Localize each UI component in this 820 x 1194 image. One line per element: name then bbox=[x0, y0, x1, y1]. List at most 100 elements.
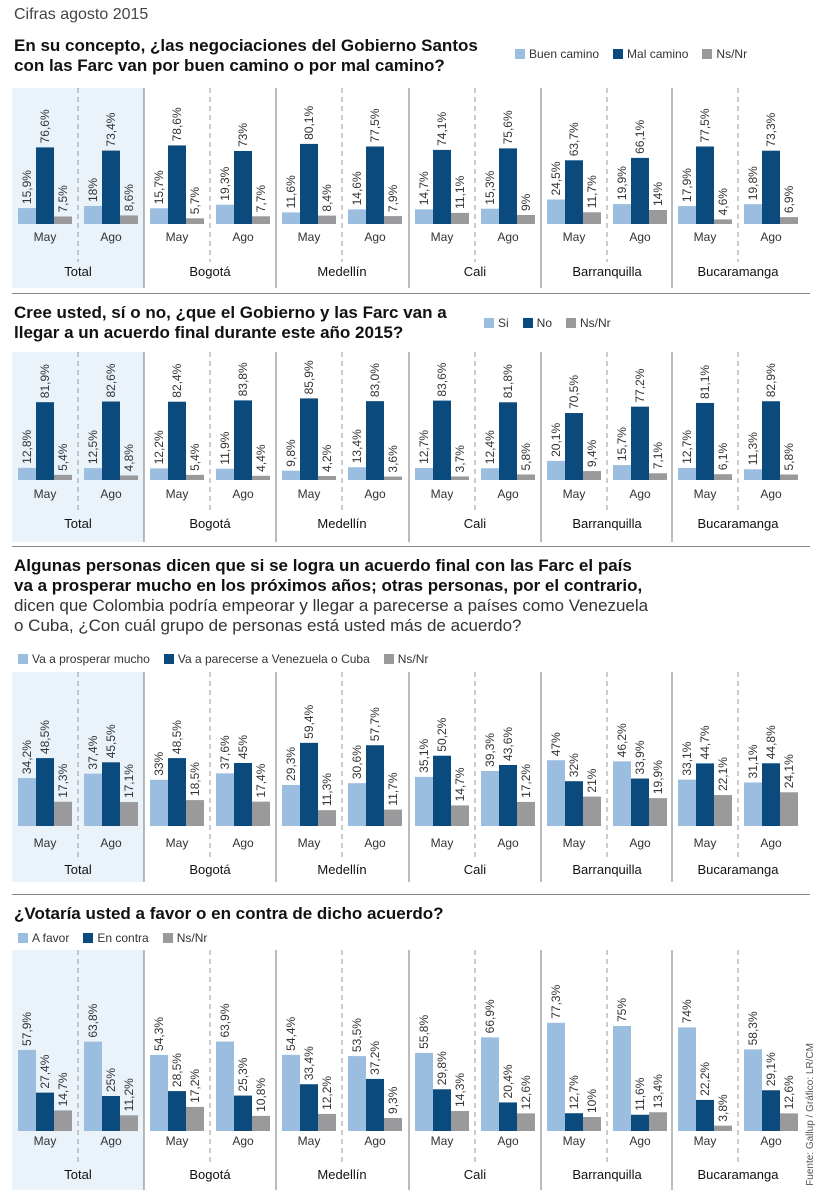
period-label: Ago bbox=[760, 836, 782, 850]
data-label: 48,5% bbox=[170, 720, 184, 754]
data-label: 5,4% bbox=[56, 443, 70, 471]
data-label: 81,8% bbox=[501, 364, 515, 398]
data-label: 24,1% bbox=[782, 754, 796, 788]
data-label: 33,4% bbox=[302, 1046, 316, 1080]
bar-Cali-Ago-s1 bbox=[499, 148, 517, 224]
data-label: 30,6% bbox=[350, 745, 364, 779]
bar-Bucaramanga-May-s1 bbox=[696, 1099, 714, 1131]
data-label: 12,2% bbox=[320, 1076, 334, 1110]
data-label: 77,2% bbox=[633, 368, 647, 402]
bar-Cali-May-s0 bbox=[415, 209, 433, 224]
data-label: 8,6% bbox=[122, 184, 136, 212]
city-label: Cali bbox=[464, 862, 487, 877]
city-label: Bogotá bbox=[189, 516, 231, 531]
data-label: 19,3% bbox=[218, 166, 232, 200]
bar-Cali-May-s1 bbox=[433, 1089, 451, 1131]
city-label: Bucaramanga bbox=[698, 1167, 780, 1182]
bar-Medellín-May-s1 bbox=[300, 1084, 318, 1131]
data-label: 5,8% bbox=[519, 443, 533, 471]
data-label: 14,3% bbox=[453, 1073, 467, 1107]
bar-Bucaramanga-Ago-s0 bbox=[744, 469, 762, 480]
data-label: 22,2% bbox=[698, 1062, 712, 1096]
period-label: May bbox=[166, 1134, 189, 1148]
bar-Bucaramanga-May-s0 bbox=[678, 467, 696, 480]
bar-Bogotá-May-s0 bbox=[150, 779, 168, 826]
period-label: Ago bbox=[232, 1134, 254, 1148]
data-label: 33,9% bbox=[633, 740, 647, 774]
bar-Bogotá-May-s2 bbox=[186, 218, 204, 224]
data-label: 29,3% bbox=[284, 747, 298, 781]
bar-Barranquilla-Ago-s2 bbox=[649, 473, 667, 480]
bar-Total-Ago-s1 bbox=[102, 150, 120, 224]
bar-Cali-Ago-s2 bbox=[517, 474, 535, 480]
bar-Medellín-Ago-s0 bbox=[348, 1056, 366, 1131]
bar-Barranquilla-May-s2 bbox=[583, 212, 601, 224]
data-label: 8,4% bbox=[320, 184, 334, 212]
bar-Medellín-Ago-s0 bbox=[348, 467, 366, 480]
city-label: Barranquilla bbox=[572, 862, 642, 877]
bar-Total-May-s2 bbox=[54, 216, 72, 224]
data-label: 50,2% bbox=[435, 717, 449, 751]
period-label: Ago bbox=[364, 230, 386, 244]
legend-swatch-dark bbox=[522, 318, 533, 328]
bar-Bucaramanga-May-s1 bbox=[696, 763, 714, 826]
data-label: 31,1% bbox=[746, 744, 760, 778]
city-label: Bogotá bbox=[189, 862, 231, 877]
data-label: 58,3% bbox=[746, 1011, 760, 1045]
data-label: 33% bbox=[152, 751, 166, 775]
data-label: 73,4% bbox=[104, 112, 118, 146]
period-label: Ago bbox=[760, 230, 782, 244]
city-label: Barranquilla bbox=[572, 1167, 642, 1182]
data-label: 14,7% bbox=[417, 171, 431, 205]
data-label: 74% bbox=[680, 999, 694, 1023]
bar-Bucaramanga-May-s2 bbox=[714, 1125, 732, 1131]
bar-Cali-May-s2 bbox=[451, 476, 469, 480]
bar-Bogotá-May-s2 bbox=[186, 474, 204, 480]
data-label: 53,5% bbox=[350, 1018, 364, 1052]
bar-Cali-May-s2 bbox=[451, 1110, 469, 1131]
section-divider bbox=[12, 894, 810, 895]
data-label: 11,7% bbox=[386, 772, 400, 805]
bar-Bucaramanga-Ago-s1 bbox=[762, 763, 780, 826]
legend-swatch-dark bbox=[613, 49, 624, 59]
bar-Cali-May-s1 bbox=[433, 755, 451, 826]
bar-Barranquilla-May-s0 bbox=[547, 1022, 565, 1131]
data-label: 47% bbox=[549, 732, 563, 756]
data-label: 81,1% bbox=[698, 365, 712, 399]
bar-Bogotá-Ago-s1 bbox=[234, 400, 252, 480]
page-subtitle: Cifras agosto 2015 bbox=[14, 6, 149, 23]
bar-Bucaramanga-May-s1 bbox=[696, 146, 714, 224]
legend-3-label-2: Va a parecerse a Venezuela o Cuba bbox=[177, 652, 370, 666]
period-label: Ago bbox=[364, 836, 386, 850]
legend-1-label-1: Buen camino bbox=[529, 47, 600, 61]
bar-Medellín-Ago-s0 bbox=[348, 783, 366, 826]
data-label: 66,9% bbox=[483, 999, 497, 1033]
bar-Bogotá-May-s1 bbox=[168, 145, 186, 224]
bar-Bogotá-Ago-s0 bbox=[216, 773, 234, 826]
data-label: 5,8% bbox=[782, 443, 796, 471]
bar-Bogotá-Ago-s0 bbox=[216, 468, 234, 480]
bar-Bogotá-Ago-s0 bbox=[216, 1041, 234, 1131]
bar-Cali-Ago-s2 bbox=[517, 801, 535, 826]
legend-3: Va a prosperar mucho Va a parecerse a Ve… bbox=[18, 652, 442, 666]
period-label: May bbox=[166, 230, 189, 244]
data-label: 9,3% bbox=[386, 1086, 400, 1114]
data-label: 73% bbox=[236, 123, 250, 147]
bar-Cali-Ago-s0 bbox=[481, 468, 499, 480]
legend-4-label-1: A favor bbox=[32, 931, 70, 945]
data-label: 20,4% bbox=[501, 1064, 515, 1098]
city-label: Barranquilla bbox=[572, 264, 642, 279]
bar-Bogotá-May-s1 bbox=[168, 401, 186, 480]
section-divider bbox=[12, 293, 810, 294]
period-label: May bbox=[563, 230, 586, 244]
bar-Barranquilla-May-s2 bbox=[583, 1117, 601, 1131]
data-label: 11,3% bbox=[746, 432, 760, 465]
bar-Medellín-May-s0 bbox=[282, 784, 300, 826]
bar-Medellín-Ago-s2 bbox=[384, 476, 402, 480]
city-label: Medellín bbox=[317, 862, 366, 877]
data-label: 55,8% bbox=[417, 1015, 431, 1049]
data-label: 76,6% bbox=[38, 109, 52, 143]
data-label: 37,4% bbox=[86, 735, 100, 769]
data-label: 63,8% bbox=[86, 1003, 100, 1037]
city-label: Bogotá bbox=[189, 264, 231, 279]
